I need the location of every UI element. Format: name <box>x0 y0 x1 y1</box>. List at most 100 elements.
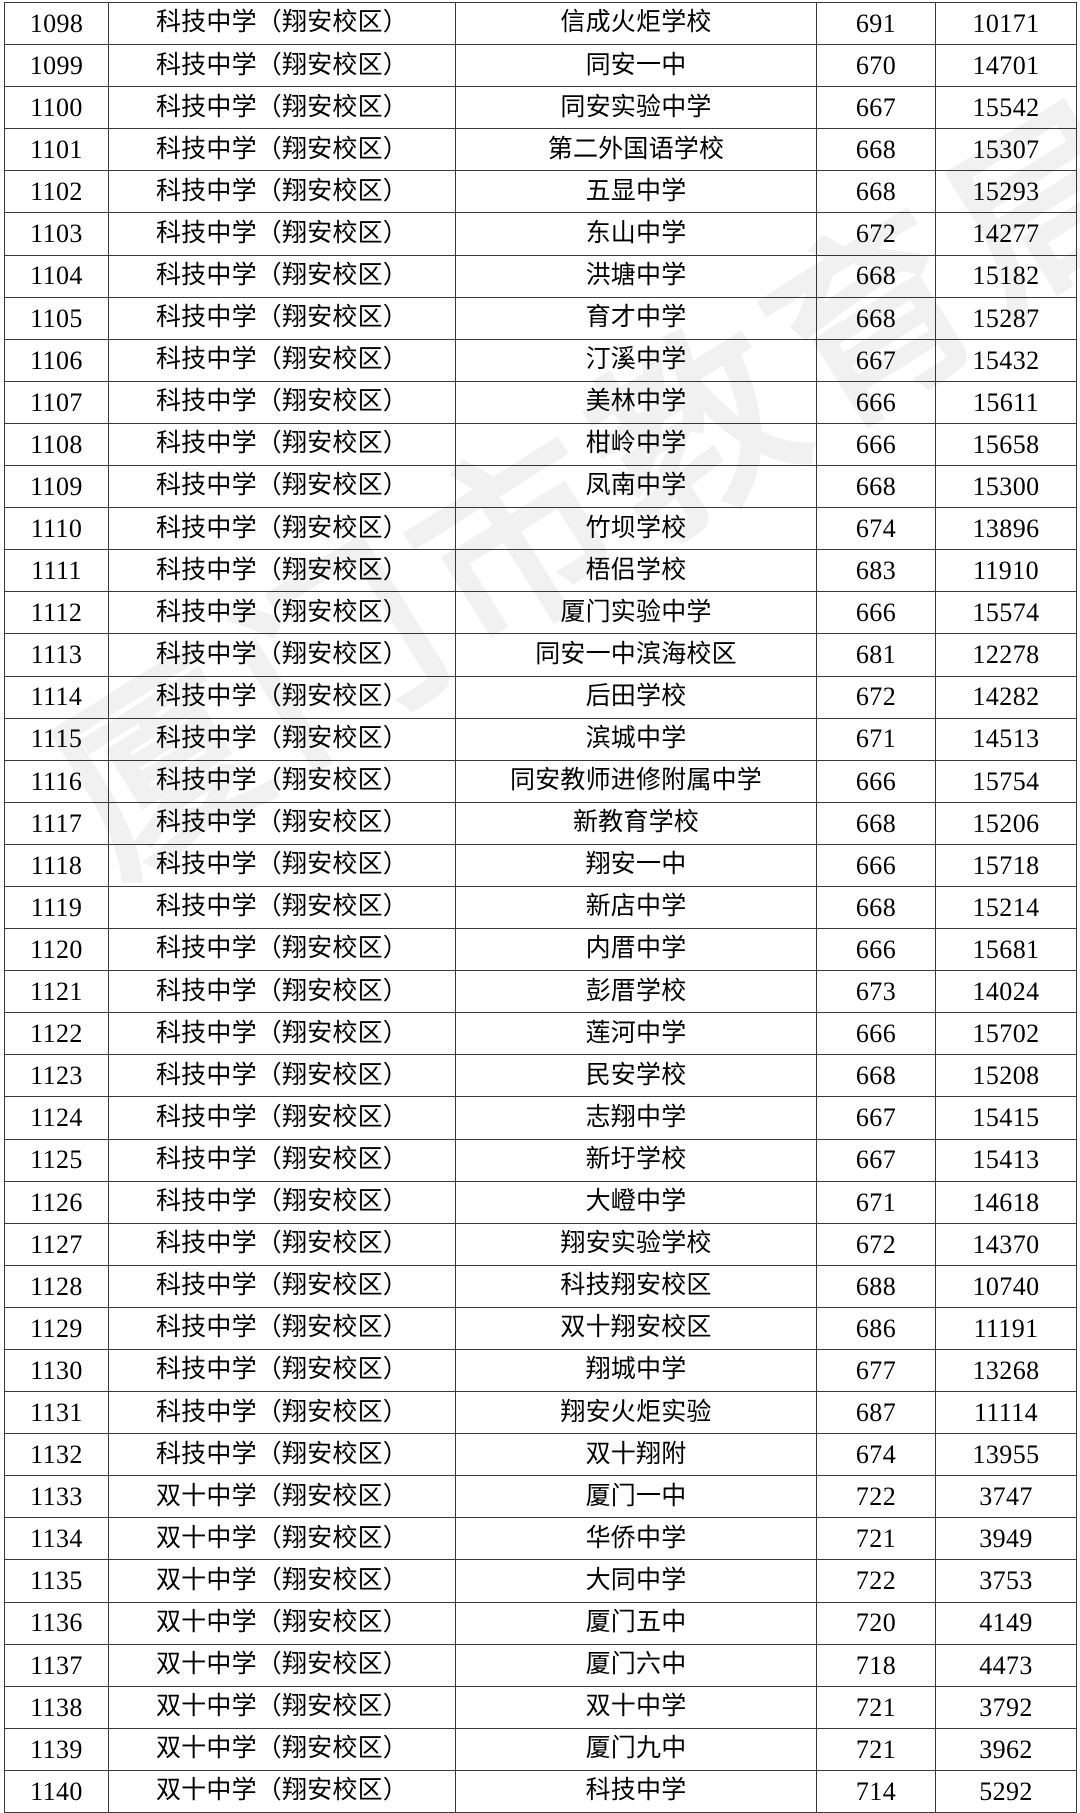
cell-score: 666 <box>816 843 936 887</box>
cell-score: 674 <box>816 507 936 551</box>
table-row: 1128 科技中学（翔安校区） 科技翔安校区 688 10740 <box>4 1264 1077 1308</box>
cell-target: 科技中学（翔安校区） <box>108 759 456 803</box>
cell-rank: 3792 <box>935 1685 1077 1729</box>
cell-score: 666 <box>816 928 936 972</box>
table-row: 1130 科技中学（翔安校区） 翔城中学 677 13268 <box>4 1348 1077 1393</box>
cell-index: 1110 <box>4 507 109 551</box>
cell-score: 721 <box>816 1517 936 1561</box>
cell-index: 1111 <box>4 549 109 593</box>
cell-target: 科技中学（翔安校区） <box>108 254 456 298</box>
cell-origin: 新店中学 <box>455 885 817 930</box>
cell-index: 1121 <box>4 970 109 1014</box>
cell-score: 666 <box>816 591 936 635</box>
cell-score: 672 <box>816 1222 936 1266</box>
cell-target: 科技中学（翔安校区） <box>108 1138 456 1182</box>
cell-rank: 15415 <box>935 1096 1077 1140</box>
cell-origin: 莲河中学 <box>455 1012 817 1056</box>
cell-index: 1126 <box>4 1180 109 1224</box>
cell-origin: 第二外国语学校 <box>455 128 817 172</box>
cell-score: 667 <box>816 338 936 382</box>
cell-origin: 华侨中学 <box>455 1517 817 1561</box>
cell-target: 科技中学（翔安校区） <box>108 970 456 1014</box>
cell-origin: 滨城中学 <box>455 717 817 761</box>
cell-rank: 14701 <box>935 44 1077 88</box>
cell-origin: 大同中学 <box>455 1559 817 1603</box>
table-row: 1127 科技中学（翔安校区） 翔安实验学校 672 14370 <box>4 1222 1077 1266</box>
table-row: 1117 科技中学（翔安校区） 新教育学校 668 15206 <box>4 801 1077 845</box>
cell-origin: 梧侣学校 <box>455 549 817 593</box>
table-row: 1107 科技中学（翔安校区） 美林中学 666 15611 <box>4 380 1077 424</box>
table-row: 1129 科技中学（翔安校区） 双十翔安校区 686 11191 <box>4 1306 1077 1351</box>
cell-score: 672 <box>816 675 936 719</box>
cell-index: 1108 <box>4 422 109 467</box>
score-table-container: 1098 科技中学（翔安校区） 信成火炬学校 691 10171 1099 科技中学（翔安校… <box>4 1 1077 1813</box>
cell-rank: 15182 <box>935 254 1077 298</box>
cell-rank: 3962 <box>935 1727 1077 1771</box>
table-row: 1105 科技中学（翔安校区） 育才中学 668 15287 <box>4 296 1077 340</box>
cell-origin: 东山中学 <box>455 212 817 256</box>
cell-rank: 15754 <box>935 759 1077 803</box>
cell-rank: 4149 <box>935 1601 1077 1645</box>
cell-score: 671 <box>816 717 936 761</box>
table-row: 1116 科技中学（翔安校区） 同安教师进修附属中学 666 15754 <box>4 759 1077 803</box>
cell-score: 666 <box>816 422 936 467</box>
cell-rank: 14618 <box>935 1180 1077 1224</box>
cell-score: 722 <box>816 1475 936 1519</box>
cell-score: 721 <box>816 1727 936 1771</box>
cell-target: 科技中学（翔安校区） <box>108 928 456 972</box>
cell-rank: 15681 <box>935 928 1077 972</box>
cell-rank: 14277 <box>935 212 1077 256</box>
cell-target: 双十中学（翔安校区） <box>108 1769 456 1813</box>
cell-rank: 15208 <box>935 1054 1077 1098</box>
cell-score: 681 <box>816 633 936 677</box>
table-row: 1111 科技中学（翔安校区） 梧侣学校 683 11910 <box>4 549 1077 593</box>
cell-rank: 15307 <box>935 128 1077 172</box>
table-row: 1120 科技中学（翔安校区） 内厝中学 666 15681 <box>4 928 1077 972</box>
cell-target: 科技中学（翔安校区） <box>108 549 456 593</box>
cell-origin: 翔安实验学校 <box>455 1222 817 1266</box>
table-row: 1133 双十中学（翔安校区） 厦门一中 722 3747 <box>4 1475 1077 1519</box>
cell-origin: 育才中学 <box>455 296 817 340</box>
cell-origin: 科技中学 <box>455 1769 817 1813</box>
cell-target: 科技中学（翔安校区） <box>108 507 456 551</box>
cell-score: 688 <box>816 1264 936 1308</box>
table-body: 1098 科技中学（翔安校区） 信成火炬学校 691 10171 1099 科技中学（翔安校… <box>4 1 1077 1813</box>
cell-score: 718 <box>816 1643 936 1687</box>
cell-index: 1116 <box>4 759 109 803</box>
cell-target: 双十中学（翔安校区） <box>108 1685 456 1729</box>
cell-index: 1105 <box>4 296 109 340</box>
table-row: 1125 科技中学（翔安校区） 新圩学校 667 15413 <box>4 1138 1077 1182</box>
cell-origin: 大嶝中学 <box>455 1180 817 1224</box>
cell-target: 科技中学（翔安校区） <box>108 1348 456 1393</box>
cell-origin: 厦门实验中学 <box>455 591 817 635</box>
cell-origin: 柑岭中学 <box>455 422 817 467</box>
cell-index: 1138 <box>4 1685 109 1729</box>
table-row: 1102 科技中学（翔安校区） 五显中学 668 15293 <box>4 170 1077 214</box>
cell-target: 科技中学（翔安校区） <box>108 843 456 887</box>
cell-origin: 内厝中学 <box>455 928 817 972</box>
cell-origin: 凤南中学 <box>455 465 817 509</box>
cell-score: 691 <box>816 1 936 46</box>
cell-target: 科技中学（翔安校区） <box>108 212 456 256</box>
cell-index: 1119 <box>4 885 109 930</box>
cell-target: 科技中学（翔安校区） <box>108 1433 456 1477</box>
cell-index: 1125 <box>4 1138 109 1182</box>
cell-rank: 15702 <box>935 1012 1077 1056</box>
table-row: 1119 科技中学（翔安校区） 新店中学 668 15214 <box>4 885 1077 930</box>
table-row: 1132 科技中学（翔安校区） 双十翔附 674 13955 <box>4 1433 1077 1477</box>
cell-rank: 10171 <box>935 1 1077 46</box>
table-row: 1112 科技中学（翔安校区） 厦门实验中学 666 15574 <box>4 591 1077 635</box>
cell-rank: 14024 <box>935 970 1077 1014</box>
cell-rank: 14513 <box>935 717 1077 761</box>
cell-origin: 后田学校 <box>455 675 817 719</box>
cell-rank: 12278 <box>935 633 1077 677</box>
cell-score: 666 <box>816 380 936 424</box>
table-row: 1104 科技中学（翔安校区） 洪塘中学 668 15182 <box>4 254 1077 298</box>
cell-index: 1099 <box>4 44 109 88</box>
cell-origin: 双十中学 <box>455 1685 817 1729</box>
cell-rank: 3753 <box>935 1559 1077 1603</box>
cell-rank: 11114 <box>935 1391 1077 1435</box>
cell-target: 科技中学（翔安校区） <box>108 422 456 467</box>
cell-target: 双十中学（翔安校区） <box>108 1727 456 1771</box>
cell-index: 1103 <box>4 212 109 256</box>
